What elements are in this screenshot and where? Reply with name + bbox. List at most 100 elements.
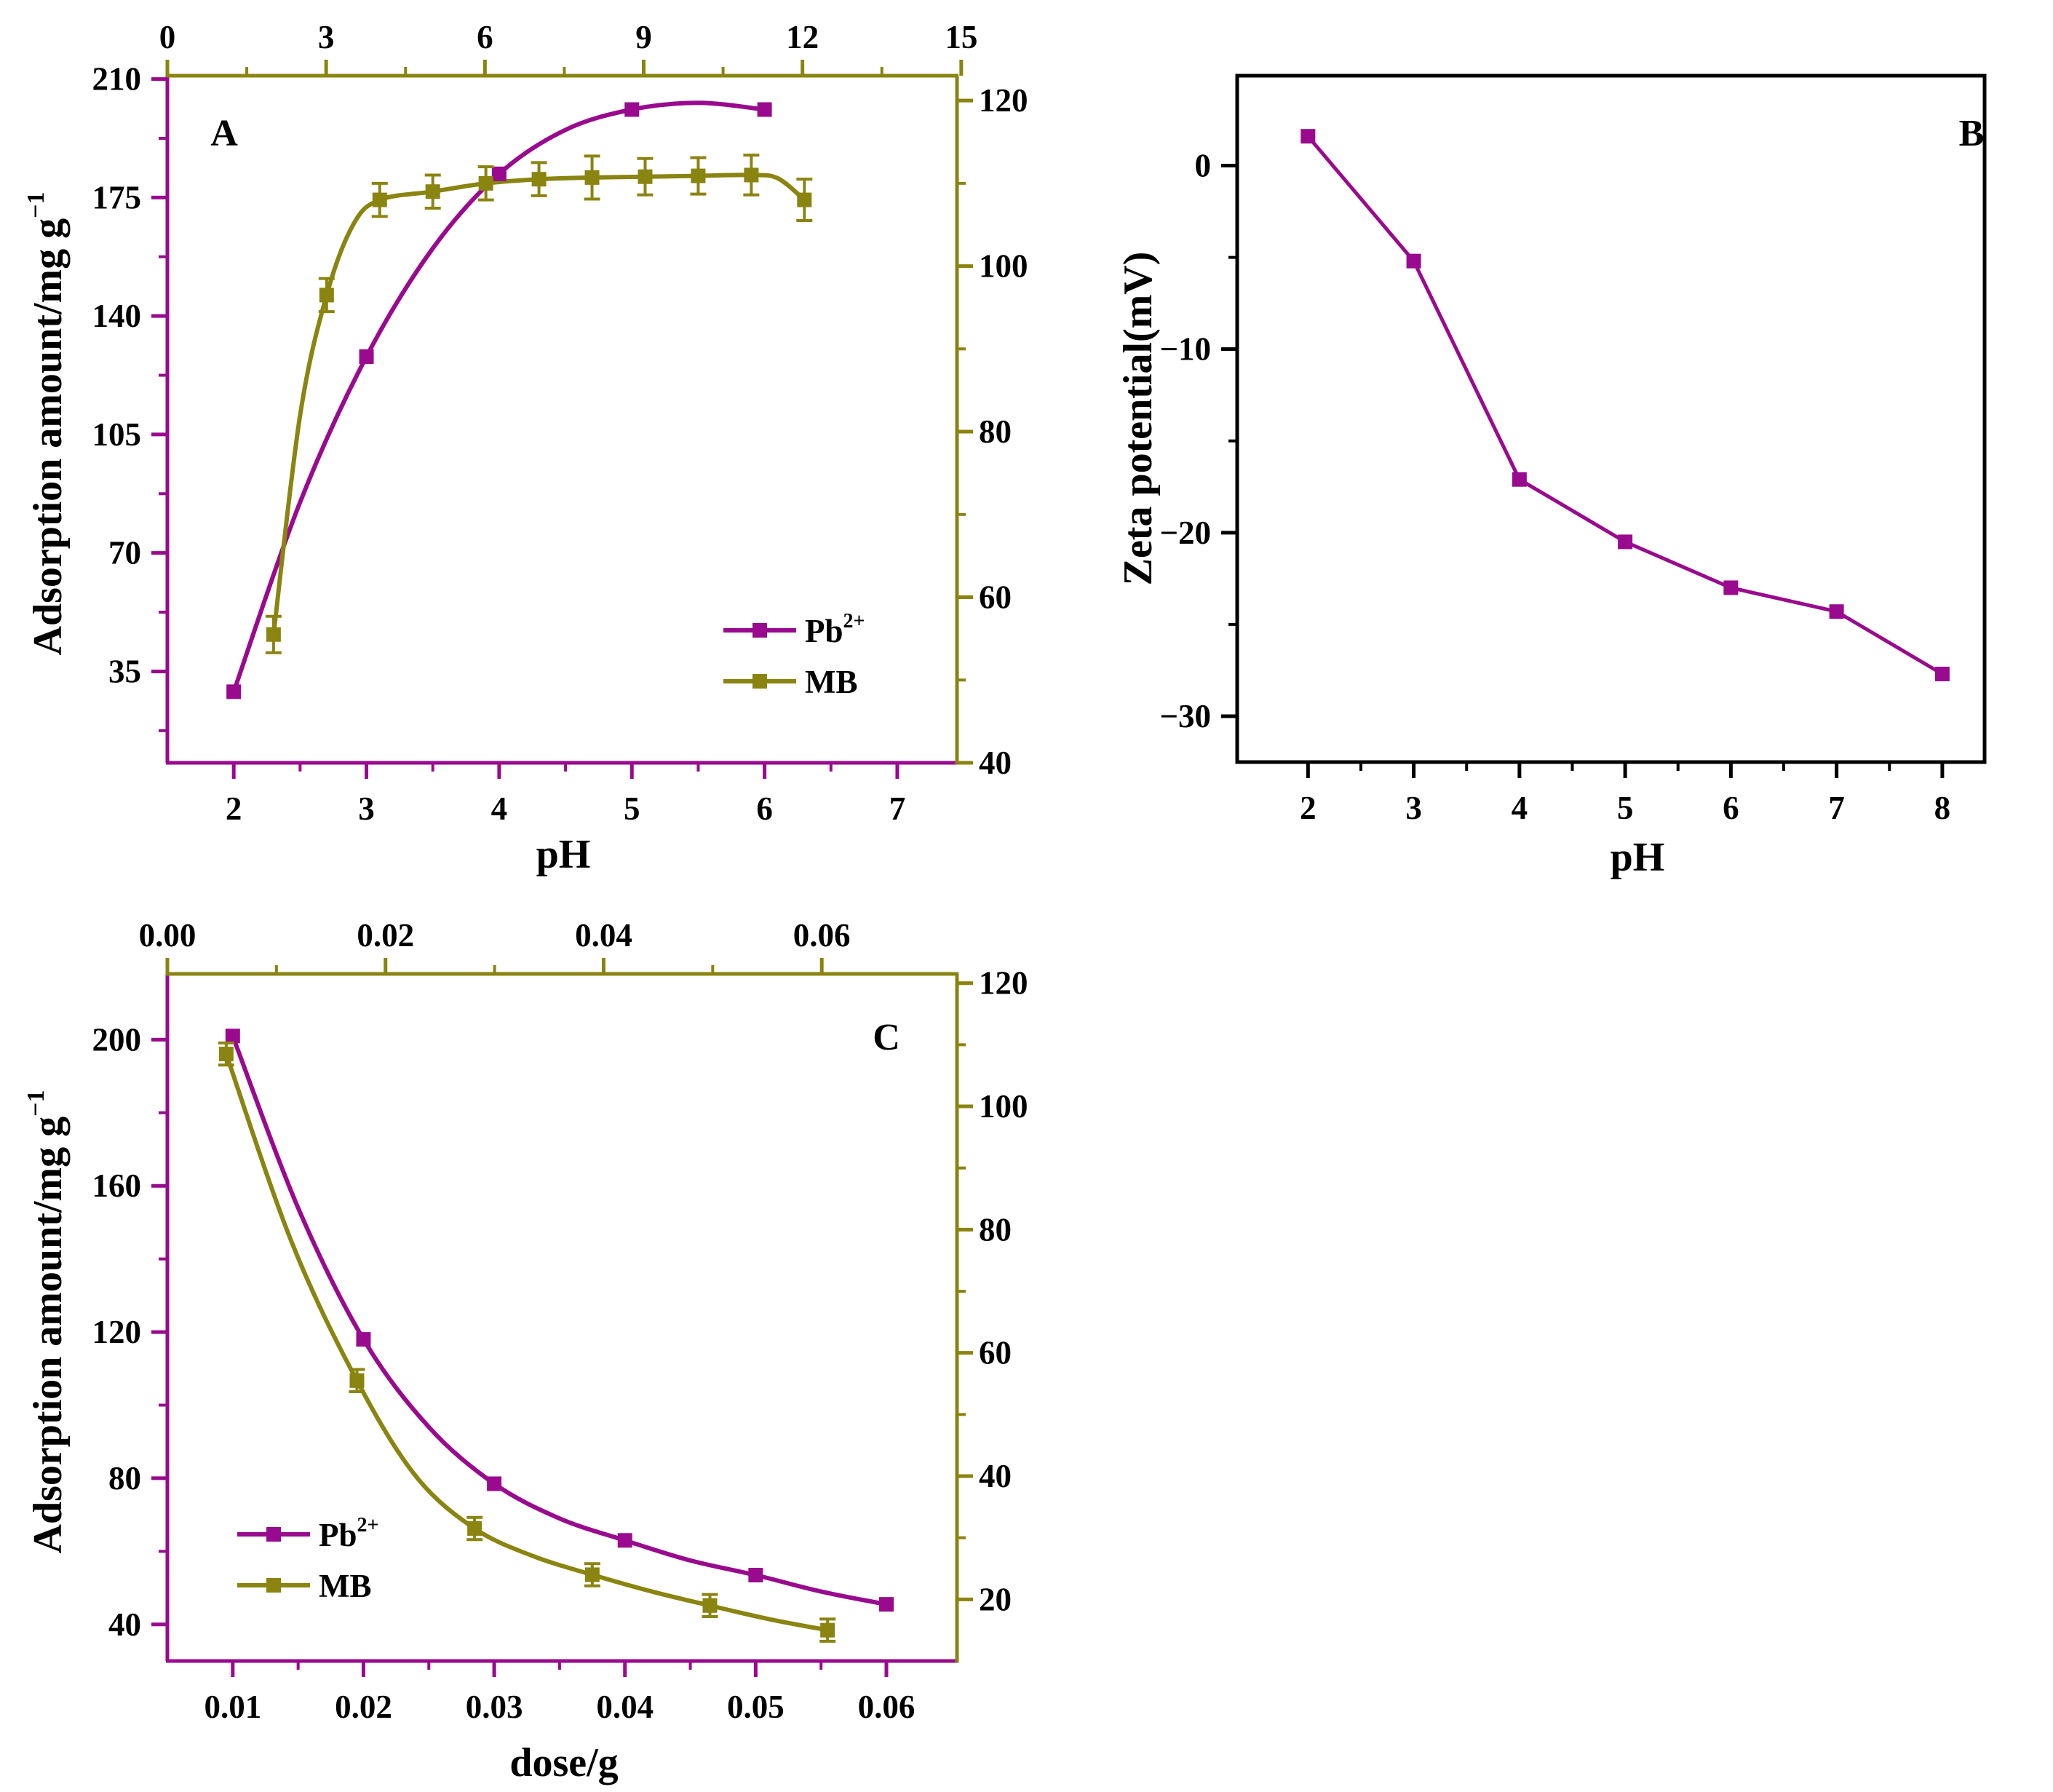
panel-c-label: C xyxy=(873,1017,900,1058)
panel-c-pb-point xyxy=(356,1332,371,1347)
panel-b-y-axis-label: Zeta potential(mV) xyxy=(1116,252,1161,586)
panel-b-frame xyxy=(1235,74,1987,764)
panel-c-pb-point xyxy=(748,1568,763,1582)
panel-c-x-tick-label: 0.04 xyxy=(596,1689,654,1725)
panel-a-y-tick-label: 140 xyxy=(92,298,142,334)
panel-a-mb-point xyxy=(744,167,759,183)
panel-c-legend: Pb2+ MB xyxy=(237,1514,378,1604)
panel-b-zeta-point xyxy=(1618,534,1633,550)
panel-a-mb-point xyxy=(691,168,706,183)
panel-b-y-tick-label: −20 xyxy=(1159,515,1211,551)
panel-a-x-tick-label: 5 xyxy=(624,790,640,827)
panel-a-mb-point xyxy=(584,170,600,185)
panel-a-mb-point xyxy=(478,175,493,191)
panel-a-x-tick-label: 6 xyxy=(756,790,773,827)
panel-a-x-tick-label: 4 xyxy=(491,790,508,827)
panel-b-x-tick-label: 8 xyxy=(1934,790,1951,826)
panel-a-mb-point xyxy=(372,192,387,207)
panel-b-x-tick-label: 3 xyxy=(1405,790,1422,826)
panel-a-y2-tick-label: 40 xyxy=(979,745,1012,781)
panel-a-mb-point xyxy=(797,192,812,207)
panel-c-y-tick-label: 120 xyxy=(92,1314,142,1350)
panel-a-pb-point xyxy=(757,102,772,117)
panel-c-pb-point xyxy=(878,1597,894,1612)
panel-a-legend: Pb2+ MB xyxy=(723,610,865,700)
panel-a-y2-tick-label: 100 xyxy=(979,248,1028,285)
panel-c-mb-point xyxy=(702,1598,718,1613)
panel-c-x2-tick-label: 0.06 xyxy=(793,917,851,954)
panel-c-pb-point xyxy=(225,1028,240,1044)
panel-a-mb-point xyxy=(266,627,281,642)
panel-a-y-axis-label: Adsorption amount/mg g−1 xyxy=(23,192,71,656)
panel-a-legend-pb-text: Pb2+ xyxy=(805,610,865,649)
panel-c-mb-curve xyxy=(223,1053,828,1633)
panel-b-zeta-point xyxy=(1406,253,1421,269)
panel-b-y-tick-label: −10 xyxy=(1159,331,1211,368)
panel-c-mb-point xyxy=(820,1622,835,1638)
panel-b-y-tick-label: −30 xyxy=(1159,698,1211,734)
panel-c-legend-mb-marker xyxy=(266,1578,281,1593)
panel-c-y-tick-label: 200 xyxy=(92,1021,142,1058)
panel-c-mb-point xyxy=(218,1047,234,1062)
panel-a-y2-tick-label: 60 xyxy=(979,579,1012,616)
panel-c-y2-tick-label: 80 xyxy=(979,1211,1012,1248)
panel-b-x-tick-label: 7 xyxy=(1828,790,1845,826)
panel-c-x-tick-label: 0.01 xyxy=(204,1689,261,1725)
panel-a-x-axis-label: pH xyxy=(536,832,591,877)
panel-a-x2-tick-label: 12 xyxy=(786,19,819,55)
panel-b-zeta-point xyxy=(1512,472,1527,487)
panel-a-x-tick-label: 3 xyxy=(358,790,375,827)
panel-b-x-tick-label: 2 xyxy=(1300,790,1317,826)
panel-a-pb-curve xyxy=(231,100,765,693)
panel-b-zeta-point xyxy=(1934,666,1950,681)
panel-c-mb-point xyxy=(584,1567,600,1582)
panel-a-mb-point xyxy=(319,288,334,303)
panel-c-x-tick-label: 0.02 xyxy=(335,1689,392,1725)
panel-a-x-tick-label: 7 xyxy=(889,790,906,827)
panel-c-x2-tick-label: 0.00 xyxy=(139,917,196,954)
panel-c-y2-tick-label: 120 xyxy=(979,965,1028,1002)
panel-a-pb-point xyxy=(359,349,374,364)
panel-c-x-axis-label: dose/g xyxy=(509,1740,618,1785)
panel-a-pb-point xyxy=(491,166,507,181)
panel-a-y-tick-label: 175 xyxy=(92,179,142,215)
panel-a-x2-tick-label: 6 xyxy=(477,19,493,55)
panel-c-pb-point xyxy=(487,1476,502,1491)
panel-b-x-tick-label: 6 xyxy=(1723,790,1739,826)
panel-a-y2-tick-label: 120 xyxy=(979,82,1028,119)
panel-b-x-tick-label: 4 xyxy=(1512,790,1528,826)
panel-c-y2-tick-label: 20 xyxy=(979,1581,1012,1617)
panel-a-mb-point xyxy=(531,172,547,187)
panel-b-x-axis-label: pH xyxy=(1611,835,1665,880)
panel-a-mb-point xyxy=(638,169,653,184)
panel-a-y-tick-label: 210 xyxy=(92,61,142,98)
panel-c-mb-point xyxy=(467,1521,483,1536)
panel-c-y2-tick-label: 100 xyxy=(979,1088,1028,1125)
panel-a-y-tick-label: 35 xyxy=(108,653,141,689)
panel-c-y2-tick-label: 60 xyxy=(979,1335,1012,1371)
panel-a-x2-tick-label: 9 xyxy=(635,19,652,55)
panel-c-y-axis-label: Adsorption amount/mg g−1 xyxy=(23,1090,71,1554)
panel-b-chart: 2 3 4 5 6 7 8 0 −10 −20 −30 B pH Zeta potential(mV… xyxy=(1116,74,1987,880)
panel-c-mb-point xyxy=(349,1373,365,1388)
panel-a-mb-point xyxy=(425,184,440,199)
panel-c-pb-point xyxy=(617,1533,632,1548)
panel-c-x2-tick-label: 0.02 xyxy=(357,917,414,954)
panel-c-x-tick-label: 0.05 xyxy=(727,1689,785,1725)
panel-c-chart: 0.01 0.02 0.03 0.04 0.05 0.06 0.00 0.02 0.04 0.06… xyxy=(23,917,1028,1785)
panel-c-legend-pb-marker xyxy=(266,1527,281,1542)
panel-a-x2-tick-label: 15 xyxy=(945,19,977,55)
panel-b-zeta-point xyxy=(1829,604,1844,619)
panel-a-pb-point xyxy=(624,102,640,117)
panel-c-y-tick-label: 80 xyxy=(108,1460,141,1496)
panel-a-y2-tick-label: 80 xyxy=(979,413,1012,450)
panel-a-y-tick-label: 70 xyxy=(108,535,141,571)
panel-a-label: A xyxy=(210,113,238,154)
panel-a-x-tick-label: 2 xyxy=(226,790,242,827)
panel-b-y-tick-label: 0 xyxy=(1195,148,1212,184)
panel-a-legend-mb-text: MB xyxy=(805,664,858,700)
panel-a-chart: 2 3 4 5 6 70 3 6 9 12 1535701051401752104060801001… xyxy=(23,19,1028,877)
panel-b-x-tick-label: 5 xyxy=(1617,790,1634,826)
panel-b-zeta-point xyxy=(1301,129,1316,144)
